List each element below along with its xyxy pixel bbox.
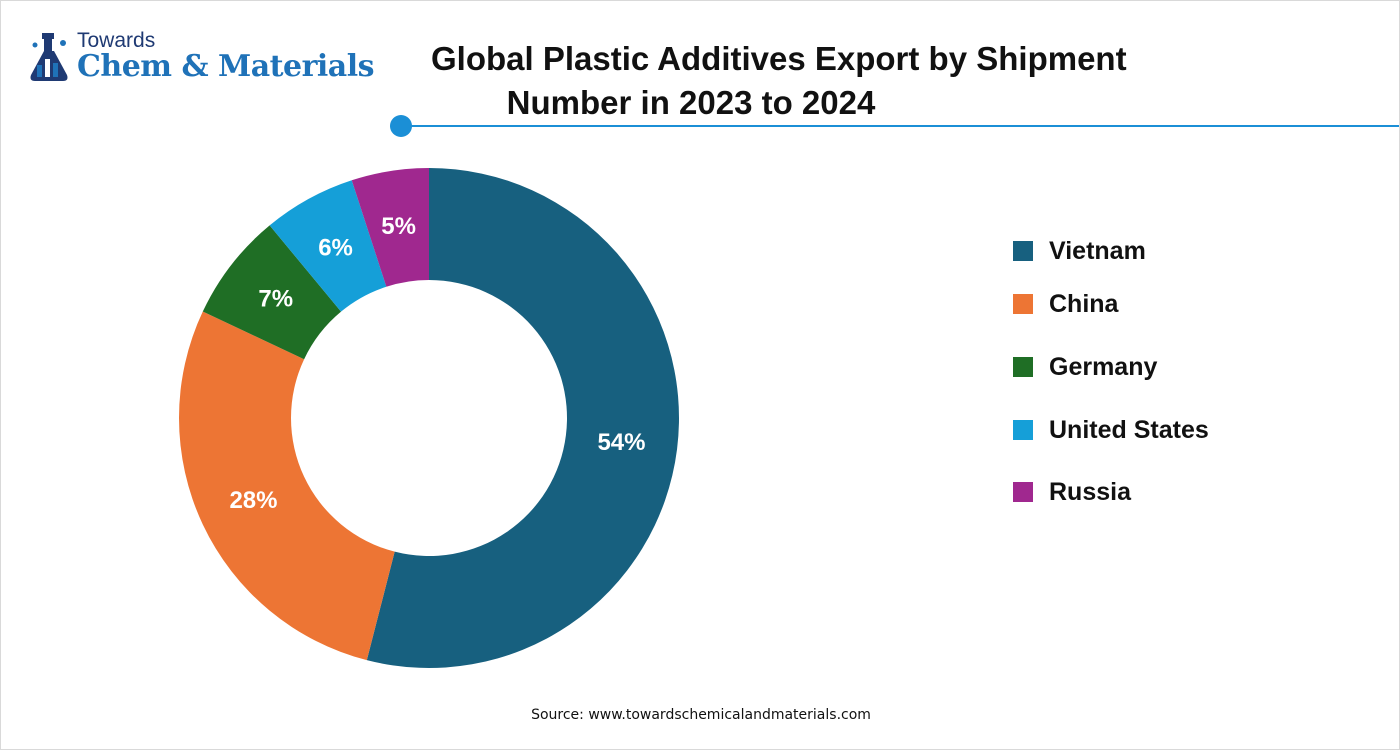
legend-item-germany: Germany [1013,349,1157,385]
logo-text-main: Chem & Materials [77,49,375,84]
title-rule-line [406,125,1399,127]
legend-swatch [1013,294,1033,314]
data-label-russia: 5% [381,213,416,240]
donut-slice-russia [351,168,429,287]
title-rule-dot [390,115,412,137]
legend-item-russia: Russia [1013,474,1131,510]
legend-label: United States [1049,415,1209,444]
data-label-united-states: 6% [318,234,353,261]
data-label-china: 28% [229,487,277,514]
legend-label: Vietnam [1049,236,1146,265]
donut-slice-united-states [269,180,387,312]
legend-label: Germany [1049,352,1158,381]
legend-item-china: China [1013,286,1118,322]
legend-swatch [1013,420,1033,440]
legend-label: China [1049,289,1119,318]
donut-slice-china [178,311,395,661]
brand-logo: Towards Chem & Materials [23,29,403,89]
chart-title-line-2: Number in 2023 to 2024 [506,84,876,121]
data-label-vietnam: 54% [597,429,645,456]
logo-text-small: Towards [77,29,156,52]
data-label-germany: 7% [258,286,293,313]
donut-slice-vietnam [366,168,679,668]
legend-item-vietnam: Vietnam [1013,233,1146,269]
legend-swatch [1013,482,1033,502]
legend-swatch [1013,357,1033,377]
donut-slice-germany [202,225,342,360]
flask-icon [30,33,68,81]
legend-item-united-states: United States [1013,412,1209,448]
legend-label: Russia [1049,477,1131,506]
source-note: Source: www.towardschemicalandmaterials.… [531,707,871,723]
legend-swatch [1013,241,1033,261]
